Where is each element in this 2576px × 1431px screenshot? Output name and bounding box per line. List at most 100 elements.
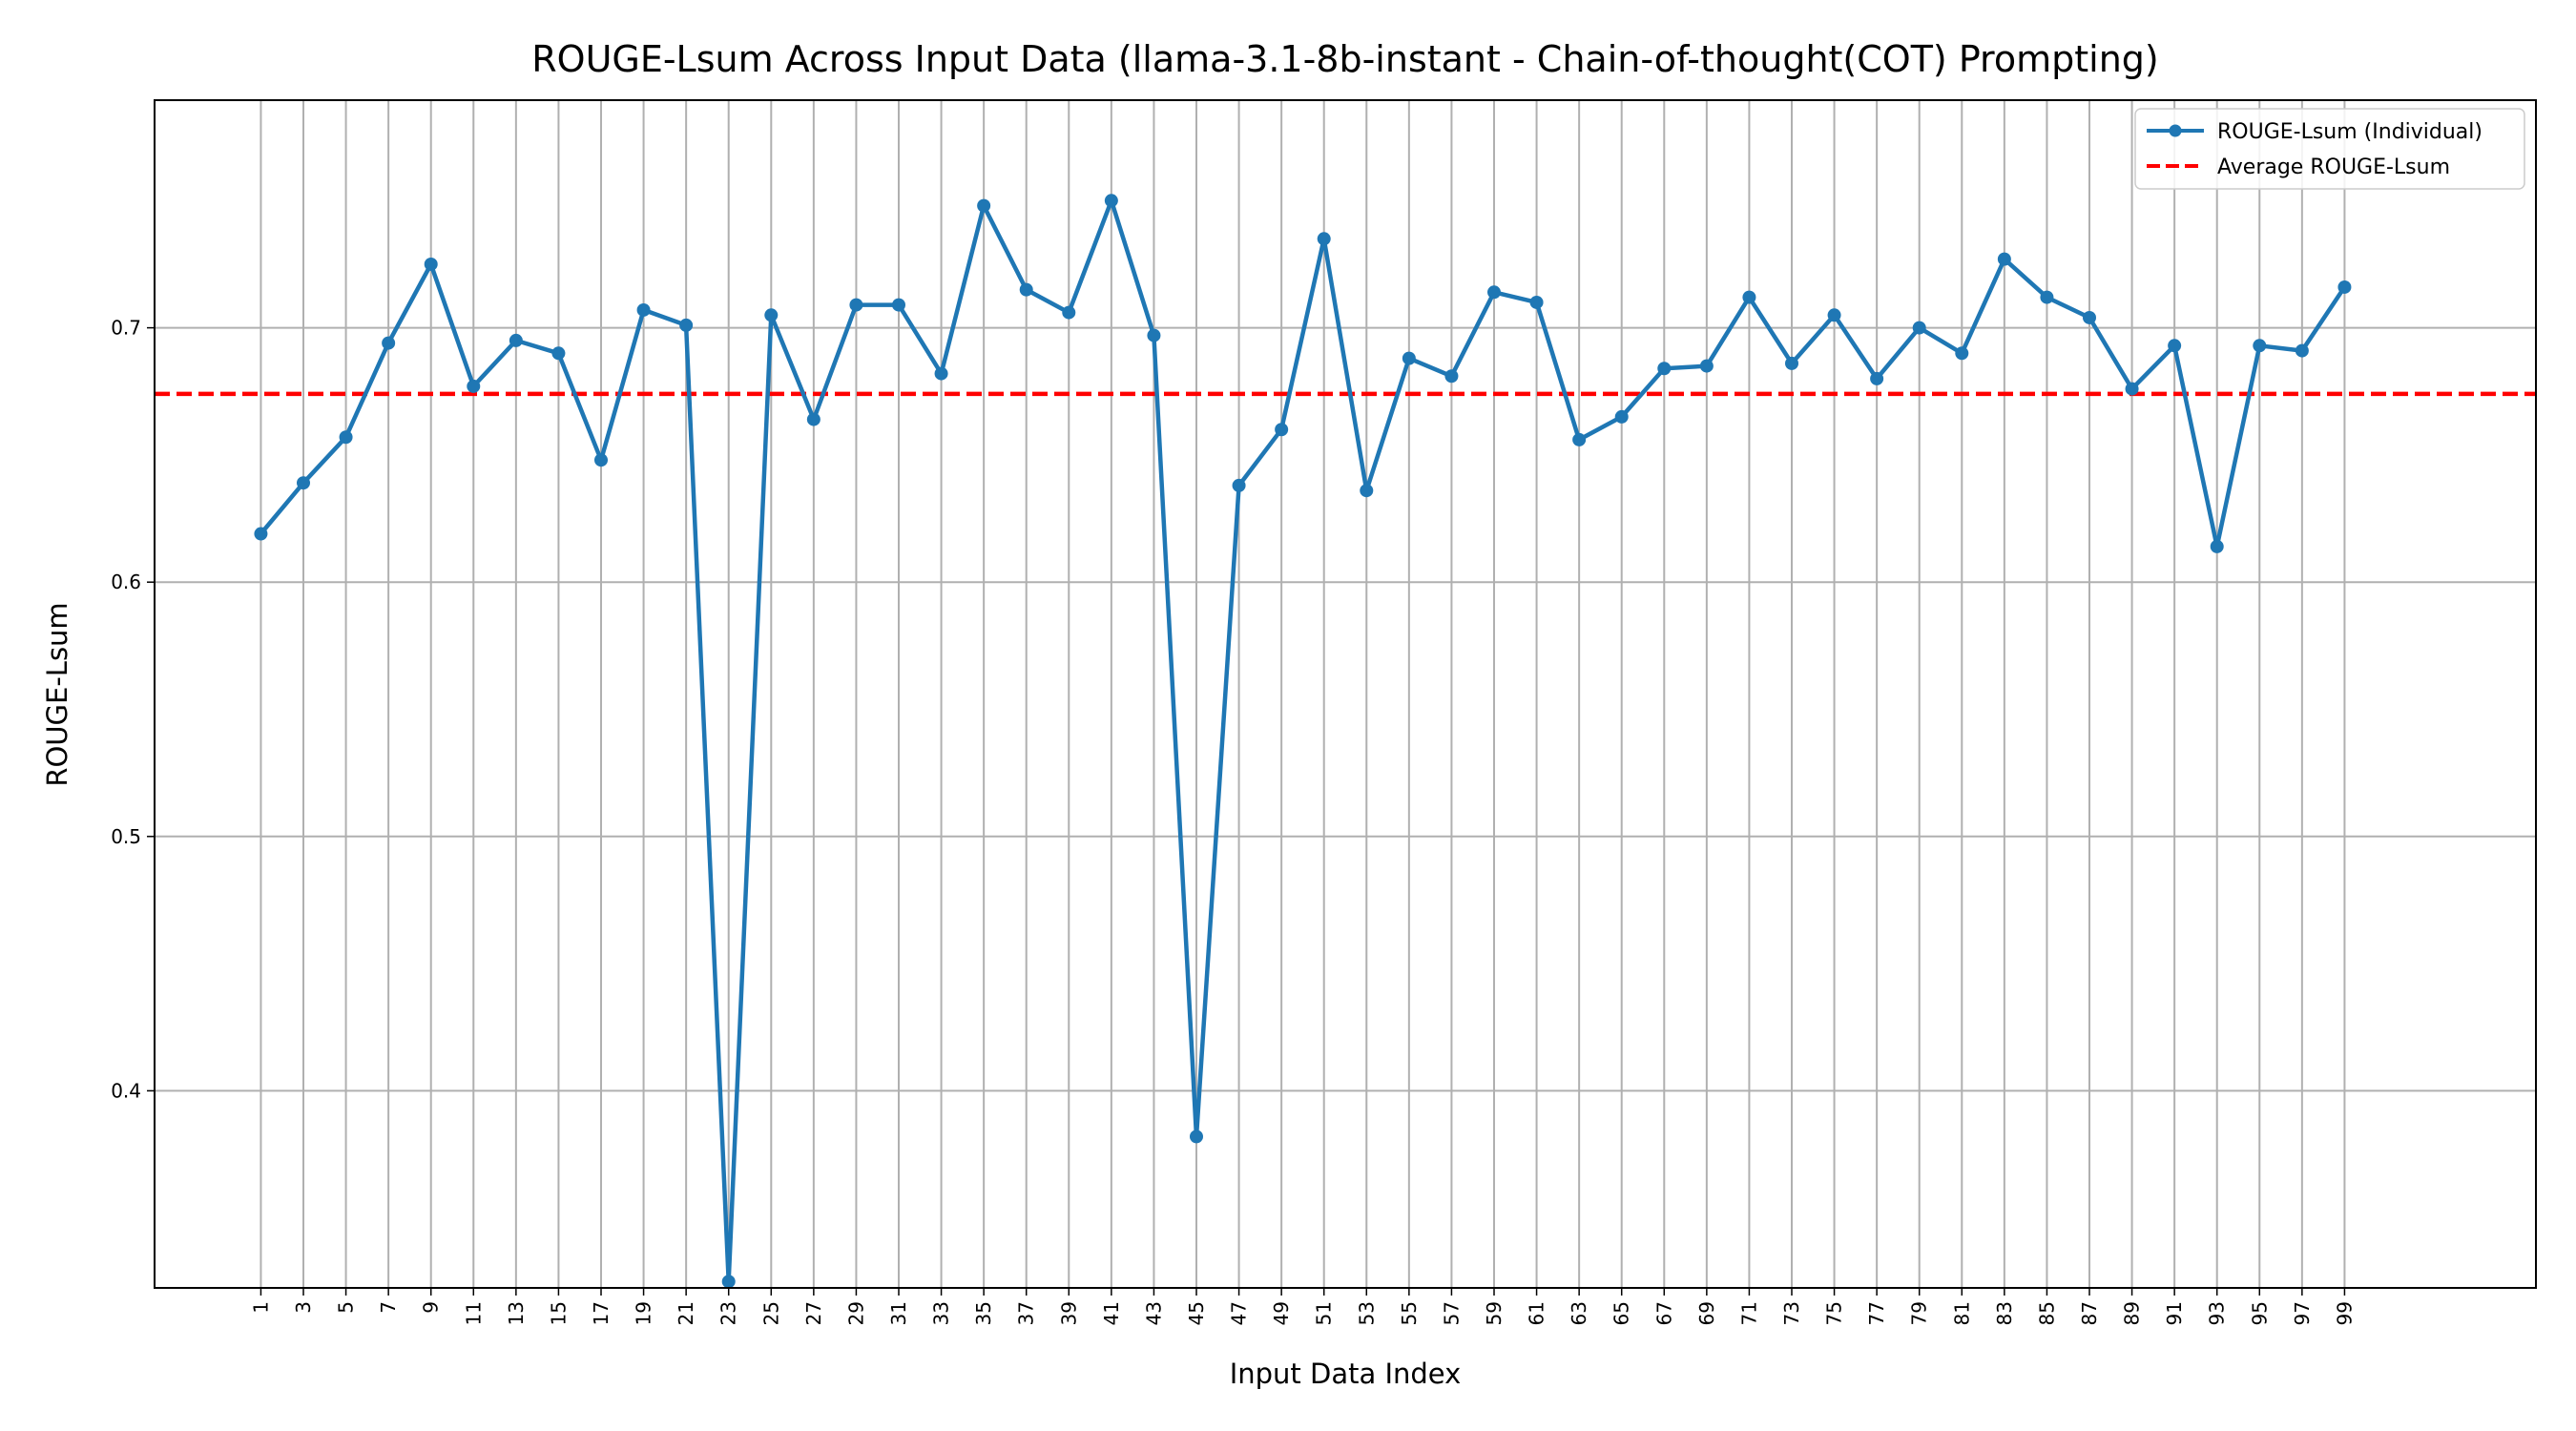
data-point [1955, 346, 1969, 361]
y-axis-label: ROUGE-Lsum [41, 602, 73, 786]
x-tick-label: 1 [249, 1301, 272, 1314]
data-point [1232, 478, 1246, 492]
x-tick-label: 39 [1057, 1301, 1080, 1325]
data-point [1572, 432, 1587, 446]
data-point [977, 198, 991, 213]
plot-frame [154, 99, 2537, 1289]
x-tick-label: 77 [1865, 1301, 1888, 1325]
x-tick-label: 13 [505, 1301, 528, 1325]
chart-title: ROUGE-Lsum Across Input Data (llama-3.1-… [531, 38, 2158, 80]
x-tick-label: 35 [972, 1301, 995, 1325]
data-point [1147, 328, 1161, 342]
data-point [424, 257, 438, 271]
data-point [1190, 1130, 1203, 1144]
data-point [764, 308, 779, 322]
grid-lines [155, 100, 2536, 1288]
data-point [892, 298, 905, 312]
x-tick-label: 67 [1652, 1301, 1675, 1325]
x-tick-label: 27 [802, 1301, 825, 1325]
x-tick-label: 11 [462, 1301, 485, 1325]
y-tick-label: 0.5 [111, 825, 141, 848]
x-tick-label: 25 [759, 1301, 782, 1325]
data-point [1104, 194, 1118, 208]
x-tick-label: 79 [1908, 1301, 1931, 1325]
data-point [1360, 484, 1374, 498]
data-point [2337, 280, 2352, 294]
x-axis-ticks: 1 3 5 7 9 11 13 15 17 19 21 23 25 27 29 31 33 35 37 39 41 43 4… [249, 1288, 2356, 1325]
data-point [1275, 423, 1289, 437]
data-point [1657, 362, 1672, 376]
legend-marker-individual [2169, 124, 2182, 137]
x-tick-label: 51 [1313, 1301, 1336, 1325]
x-tick-label: 95 [2248, 1301, 2271, 1325]
x-tick-label: 47 [1228, 1301, 1251, 1325]
data-point [1742, 290, 1756, 304]
x-tick-label: 93 [2206, 1301, 2229, 1325]
data-point [509, 333, 523, 347]
data-point [2253, 339, 2267, 353]
x-tick-label: 19 [633, 1301, 655, 1325]
series-layer [254, 194, 2352, 1289]
data-point [1699, 359, 1714, 373]
data-point [2083, 310, 2096, 324]
data-point [297, 476, 310, 490]
data-point [254, 527, 268, 541]
x-tick-label: 55 [1398, 1301, 1421, 1325]
data-point [467, 379, 481, 393]
x-tick-label: 57 [1440, 1301, 1463, 1325]
legend-label-individual: ROUGE-Lsum (Individual) [2217, 120, 2483, 144]
series-line-individual [259, 198, 2347, 1284]
data-point [1402, 351, 1416, 365]
x-tick-label: 41 [1100, 1301, 1123, 1325]
x-tick-label: 85 [2035, 1301, 2058, 1325]
x-tick-label: 31 [887, 1301, 910, 1325]
data-point [2168, 339, 2182, 353]
x-tick-label: 75 [1823, 1301, 1846, 1325]
data-point [2125, 382, 2139, 396]
x-tick-label: 71 [1737, 1301, 1760, 1325]
data-point [1529, 295, 1544, 309]
x-tick-label: 29 [844, 1301, 867, 1325]
x-tick-label: 91 [2163, 1301, 2186, 1325]
data-point [934, 366, 948, 381]
x-tick-label: 89 [2121, 1301, 2144, 1325]
x-tick-label: 97 [2291, 1301, 2314, 1325]
x-tick-label: 73 [1780, 1301, 1803, 1325]
data-point [721, 1275, 736, 1289]
data-point [806, 412, 821, 426]
y-tick-label: 0.4 [111, 1079, 141, 1102]
data-point [1870, 371, 1884, 385]
x-tick-label: 33 [930, 1301, 953, 1325]
data-point [1019, 282, 1033, 297]
x-tick-label: 63 [1568, 1301, 1590, 1325]
x-tick-label: 15 [547, 1301, 570, 1325]
data-point [382, 336, 396, 350]
data-point [636, 302, 651, 317]
data-point [339, 430, 353, 445]
x-tick-label: 23 [717, 1301, 740, 1325]
x-tick-label: 45 [1185, 1301, 1208, 1325]
x-tick-label: 7 [377, 1301, 400, 1314]
data-point [849, 298, 863, 312]
x-tick-label: 17 [590, 1301, 613, 1325]
x-tick-label: 21 [675, 1301, 697, 1325]
data-point [1785, 356, 1798, 370]
data-point [2040, 290, 2054, 304]
x-tick-label: 81 [1950, 1301, 1973, 1325]
data-point [1827, 308, 1841, 322]
data-point [1912, 321, 1926, 335]
x-tick-label: 5 [335, 1301, 358, 1314]
x-tick-label: 69 [1695, 1301, 1718, 1325]
data-point [551, 346, 566, 361]
data-point [1444, 369, 1459, 384]
data-point [2210, 539, 2224, 553]
x-tick-label: 37 [1015, 1301, 1038, 1325]
x-tick-label: 43 [1142, 1301, 1165, 1325]
data-point [679, 318, 694, 332]
data-point [2295, 343, 2309, 358]
data-point [1997, 252, 2011, 266]
x-tick-label: 99 [2333, 1301, 2356, 1325]
data-point [1487, 285, 1501, 300]
